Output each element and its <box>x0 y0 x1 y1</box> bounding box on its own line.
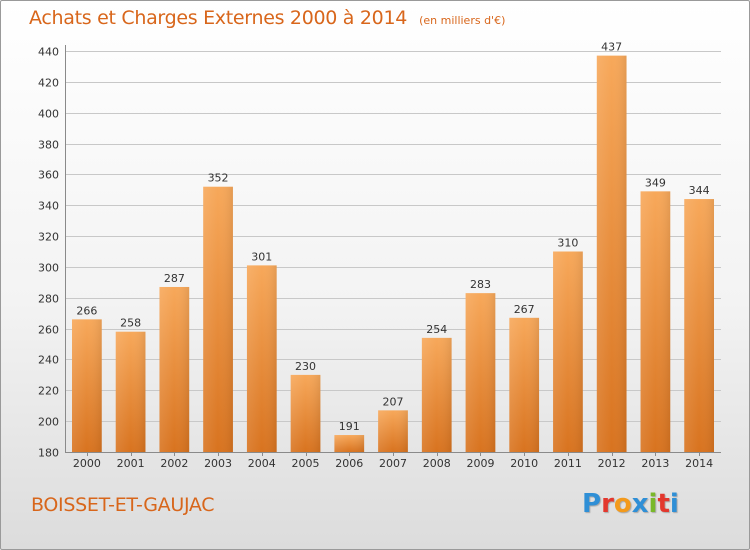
x-tick-label: 2003 <box>204 457 232 470</box>
x-tick-label: 2002 <box>160 457 188 470</box>
logo-letter: x <box>631 489 649 519</box>
data-labels: 266 258 287 352 301 230 191 207 254 283 267 310 437 3… <box>76 41 709 433</box>
data-label: 301 <box>251 250 272 263</box>
x-tick-label: 2004 <box>248 457 276 470</box>
bar-shading <box>115 331 146 452</box>
bar-shading <box>509 317 540 452</box>
logo-letter: o <box>613 489 632 519</box>
bar-shading <box>465 293 496 452</box>
data-label: 254 <box>426 323 447 336</box>
y-tick-label: 400 <box>38 108 59 121</box>
data-label: 310 <box>557 237 578 250</box>
bar-shading <box>684 199 715 452</box>
data-label: 344 <box>689 184 710 197</box>
x-tick-label: 2010 <box>510 457 538 470</box>
y-tick-label: 300 <box>38 262 59 275</box>
data-label: 230 <box>295 360 316 373</box>
bar-shading <box>203 186 233 452</box>
y-tick-label: 200 <box>38 416 59 429</box>
data-label: 352 <box>208 172 229 185</box>
bar-shading <box>596 55 627 452</box>
data-label: 287 <box>164 272 185 285</box>
bars <box>71 55 715 452</box>
data-label: 191 <box>339 420 360 433</box>
x-tick-label: 2013 <box>641 457 669 470</box>
bar-shading <box>640 191 671 452</box>
logo-letter: P <box>582 489 602 519</box>
x-tick-label: 2009 <box>466 457 494 470</box>
y-tick-label: 220 <box>38 385 59 398</box>
y-tick-label: 440 <box>38 46 59 59</box>
data-label: 207 <box>383 395 404 408</box>
bar-shading <box>159 286 190 452</box>
data-label: 349 <box>645 176 666 189</box>
x-tick-label: 2011 <box>554 457 582 470</box>
chart-subtitle: (en milliers d'€) <box>419 14 506 27</box>
bar-shading <box>378 410 408 452</box>
y-tick-label: 320 <box>38 231 59 244</box>
commune-name: BOISSET-ET-GAUJAC <box>31 494 215 516</box>
bar-shading <box>246 265 277 452</box>
data-label: 266 <box>76 304 97 317</box>
y-tick-label: 380 <box>38 139 59 152</box>
data-label: 437 <box>601 41 622 54</box>
y-tick-label: 240 <box>38 354 59 367</box>
proxiti-logo: Proxiti <box>582 489 679 519</box>
x-tick-label: 2000 <box>73 457 101 470</box>
y-tick-label: 260 <box>38 324 59 337</box>
logo-letter: i <box>669 489 679 519</box>
logo-letter: i <box>648 489 658 519</box>
x-tick-label: 2006 <box>335 457 363 470</box>
logo-letter: t <box>657 489 670 519</box>
bar-shading <box>334 435 365 452</box>
data-label: 258 <box>120 317 141 330</box>
bar-shading <box>290 374 321 452</box>
y-tick-label: 280 <box>38 293 59 306</box>
x-tick-label: 2008 <box>423 457 451 470</box>
axes: 180 200 220 240 260 280 300 320 340 360 380 400 420 4… <box>38 45 721 470</box>
data-label: 267 <box>514 303 535 316</box>
bar-shading <box>553 251 583 452</box>
logo-letter: r <box>601 489 614 519</box>
y-tick-label: 340 <box>38 200 59 213</box>
x-tick-label: 2001 <box>117 457 145 470</box>
data-label: 283 <box>470 278 491 291</box>
x-tick-label: 2005 <box>292 457 320 470</box>
chart-title: Achats et Charges Externes 2000 à 2014 (… <box>29 7 505 29</box>
x-tick-label: 2007 <box>379 457 407 470</box>
chart-title-text: Achats et Charges Externes 2000 à 2014 <box>29 7 408 29</box>
x-tick-label: 2014 <box>685 457 713 470</box>
y-tick-label: 360 <box>38 169 59 182</box>
bar-shading <box>71 319 102 452</box>
x-tick-label: 2012 <box>598 457 626 470</box>
y-tick-label: 180 <box>38 447 59 460</box>
y-tick-label: 420 <box>38 77 59 90</box>
bar-shading <box>421 337 452 452</box>
